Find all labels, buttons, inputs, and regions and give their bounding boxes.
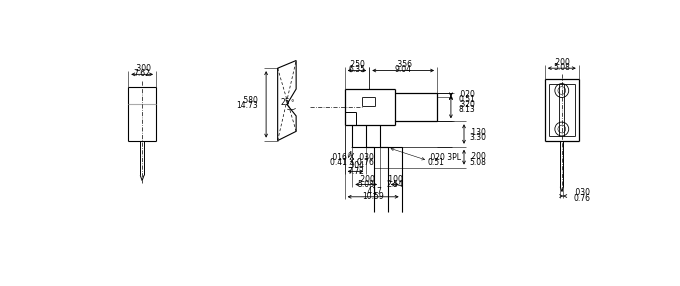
Text: 5.08: 5.08 xyxy=(554,63,571,72)
Text: 0.76: 0.76 xyxy=(573,194,590,203)
Text: 6.35: 6.35 xyxy=(348,65,365,74)
Text: 3.30: 3.30 xyxy=(469,133,486,142)
Text: .300: .300 xyxy=(134,64,151,73)
Text: °: ° xyxy=(290,100,294,106)
Text: 10.59: 10.59 xyxy=(362,192,384,201)
Text: .030: .030 xyxy=(573,188,590,197)
Text: 8.13: 8.13 xyxy=(458,105,475,114)
Text: .200: .200 xyxy=(554,57,571,67)
Text: 2.54: 2.54 xyxy=(386,180,403,189)
Text: 0.41 X 0.76: 0.41 X 0.76 xyxy=(330,158,374,167)
Text: 9.04: 9.04 xyxy=(394,65,411,74)
Text: 14.73: 14.73 xyxy=(236,102,258,110)
Text: .020: .020 xyxy=(458,90,475,99)
Text: .417: .417 xyxy=(364,187,381,196)
Text: 0.51: 0.51 xyxy=(458,94,475,104)
Text: .200: .200 xyxy=(358,174,375,184)
Text: .320: .320 xyxy=(458,100,475,109)
Text: .020 3PL: .020 3PL xyxy=(428,153,461,162)
Text: .580: .580 xyxy=(241,96,258,105)
Text: .304: .304 xyxy=(347,162,364,170)
Text: 7.62: 7.62 xyxy=(134,69,150,78)
Text: 5.08: 5.08 xyxy=(358,180,375,189)
Text: 5.08: 5.08 xyxy=(469,158,486,167)
Text: .356: .356 xyxy=(394,60,411,69)
Text: .016 X .030: .016 X .030 xyxy=(330,153,374,162)
Text: .200: .200 xyxy=(469,152,486,161)
Text: 25: 25 xyxy=(281,98,290,107)
Text: 0.51: 0.51 xyxy=(428,158,445,167)
Text: .100: .100 xyxy=(386,174,403,184)
Text: .250: .250 xyxy=(349,60,365,69)
Text: .130: .130 xyxy=(469,128,486,137)
Text: 7.72: 7.72 xyxy=(347,167,364,176)
